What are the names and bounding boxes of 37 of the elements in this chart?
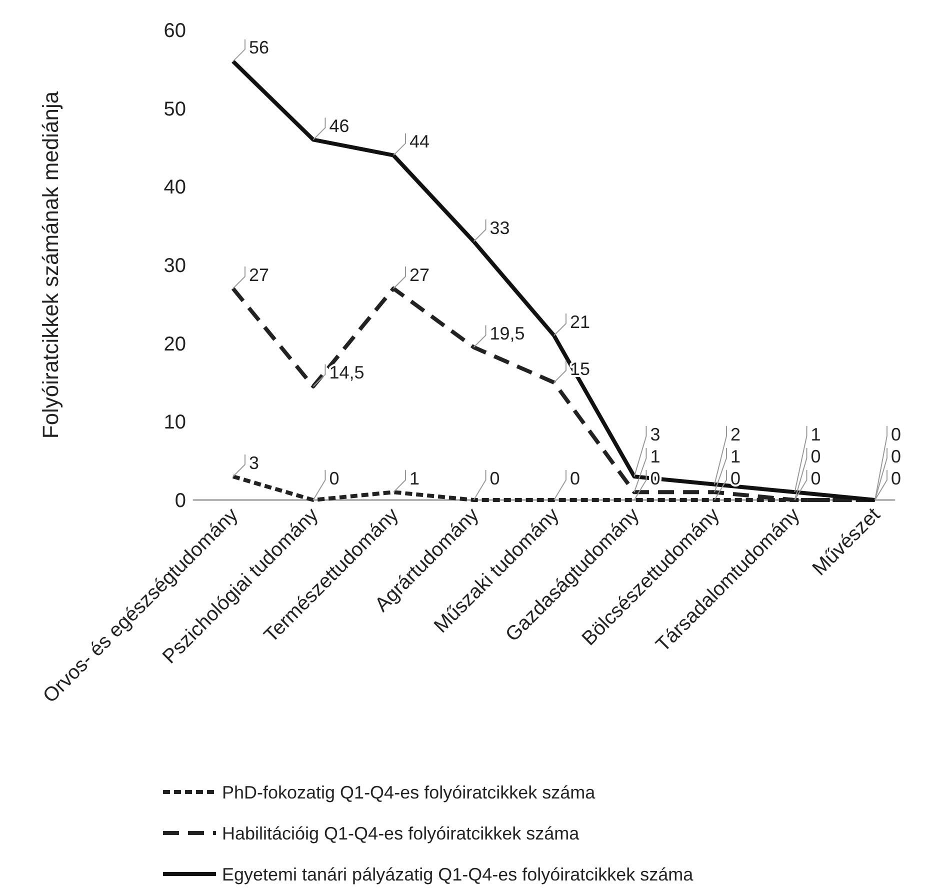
data-label: 44 <box>410 132 430 152</box>
legend-label: PhD-fokozatig Q1-Q4-es folyóiratcikkek száma <box>222 782 596 802</box>
data-label: 0 <box>810 446 821 466</box>
y-tick-label: 0 <box>174 490 186 512</box>
y-tick-label: 30 <box>164 255 186 277</box>
data-label: 1 <box>410 468 420 488</box>
y-tick-label: 10 <box>164 412 186 434</box>
legend-label: Habilitációig Q1-Q4-es folyóiratcikkek száma <box>222 823 580 844</box>
data-label: 0 <box>891 468 902 488</box>
data-label: 2 <box>730 424 741 444</box>
data-label: 0 <box>891 446 902 466</box>
data-label: 27 <box>410 264 430 285</box>
data-label: 0 <box>490 468 500 488</box>
line-series <box>231 59 877 502</box>
data-label: 1 <box>730 446 741 466</box>
legend-label: Egyetemi tanári pályázatig Q1-Q4-es folyóiratcikkek száma <box>222 864 694 884</box>
data-label: 14,5 <box>329 362 364 383</box>
data-label: 0 <box>810 468 821 488</box>
data-label: 33 <box>490 218 510 238</box>
data-label: 27 <box>249 264 270 285</box>
data-label: 46 <box>329 116 350 136</box>
y-axis-title: Folyóiratcikkek számának mediánja <box>38 90 63 439</box>
y-tick-label: 60 <box>164 20 186 42</box>
data-label: 0 <box>329 468 340 488</box>
data-label: 3 <box>650 424 660 444</box>
data-label: 1 <box>810 424 821 444</box>
data-label: 0 <box>891 424 902 444</box>
data-label: 0 <box>730 468 741 488</box>
y-tick-label: 50 <box>164 98 186 120</box>
data-label: 19,5 <box>490 324 525 344</box>
y-tick-label: 40 <box>164 176 186 199</box>
data-label: 3 <box>249 452 260 473</box>
data-label: 1 <box>650 446 660 466</box>
data-label: 0 <box>570 468 580 488</box>
y-tick-label: 20 <box>164 333 186 356</box>
data-label: 21 <box>570 312 590 332</box>
data-label: 56 <box>249 38 270 58</box>
